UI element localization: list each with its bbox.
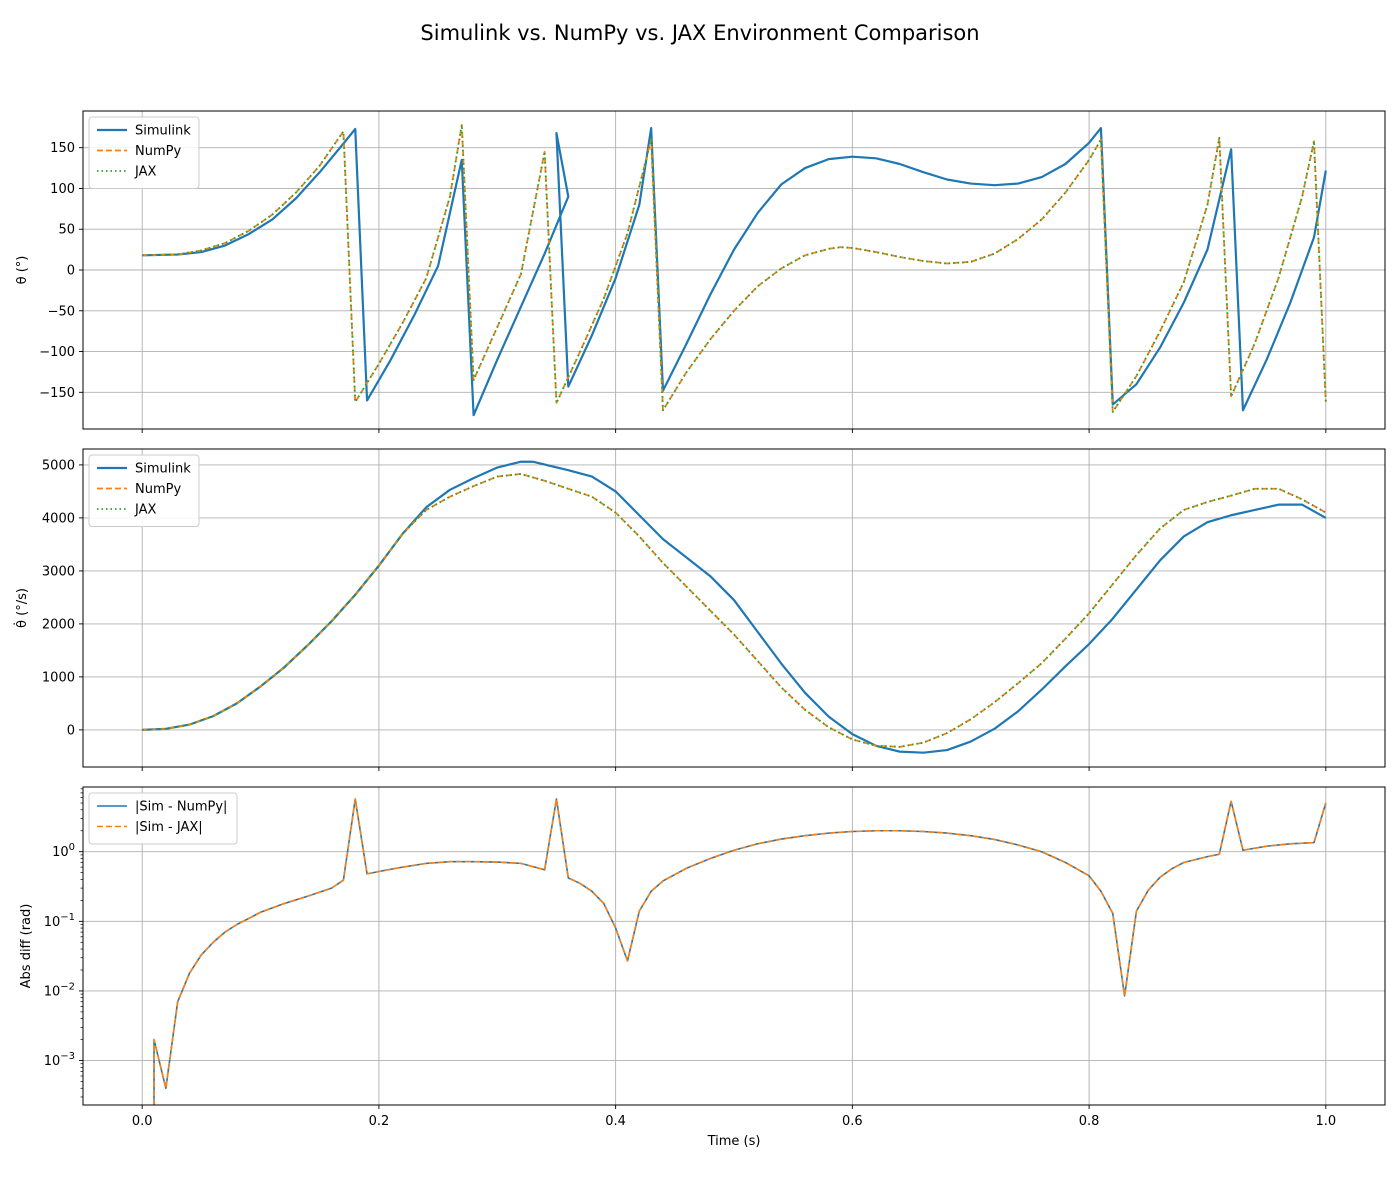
- figure-title: Simulink vs. NumPy vs. JAX Environment C…: [420, 21, 979, 45]
- legend-label: JAX: [134, 165, 156, 180]
- y-tick-label: 100: [52, 842, 75, 860]
- y-tick-label: 10−3: [44, 1051, 75, 1069]
- y-axis-label: Abs diff (rad): [19, 904, 34, 989]
- series-line-jax: [142, 123, 1327, 413]
- y-tick-label: −50: [48, 304, 75, 319]
- tick-base: 10: [44, 915, 61, 930]
- legend-label: Simulink: [135, 462, 191, 477]
- y-tick-label: 0: [67, 264, 75, 279]
- y-tick-label: 5000: [42, 458, 75, 473]
- tick-exponent: −3: [60, 1051, 75, 1062]
- legend-label: JAX: [134, 503, 156, 518]
- axes-frame: [82, 448, 1386, 768]
- y-axis-label: θ̇ (°/s): [14, 588, 30, 628]
- y-tick-label: 0: [67, 723, 75, 738]
- legend: |Sim - NumPy| |Sim - JAX|: [88, 792, 238, 845]
- y-tick-label: 150: [50, 141, 75, 156]
- x-tick-label: 0.4: [605, 1114, 626, 1129]
- axes-frame: [82, 786, 1386, 1106]
- y-tick-label: 50: [58, 223, 75, 238]
- y-tick-label: 2000: [42, 617, 75, 632]
- y-tick-label: 10−2: [44, 981, 75, 999]
- axes-panel-2: 0 1000 2000 3000 4000 5000 θ̇ (°/s) Simulink Num…: [14, 448, 1386, 771]
- y-tick-label: 3000: [42, 564, 75, 579]
- y-tick-label: −150: [39, 386, 75, 401]
- tick-base: 10: [44, 984, 61, 999]
- tick-exponent: −2: [60, 981, 75, 992]
- x-tick-label: 0.6: [842, 1114, 863, 1129]
- x-tick-label: 0.2: [369, 1114, 390, 1129]
- x-axis-label: Time (s): [707, 1134, 761, 1149]
- x-tick-label: 0.8: [1079, 1114, 1100, 1129]
- y-tick-label: 100: [50, 182, 75, 197]
- y-tick-label: 1000: [42, 670, 75, 685]
- legend-label: Simulink: [135, 124, 191, 139]
- x-tick-label: 1.0: [1315, 1114, 1336, 1129]
- tick-exponent: −1: [60, 912, 75, 923]
- y-tick-label: 4000: [42, 511, 75, 526]
- legend: Simulink NumPy JAX: [88, 454, 200, 527]
- series-line-sim-numpy: [153, 798, 1327, 1105]
- legend-label: |Sim - JAX|: [135, 820, 203, 835]
- series-line-simulink: [142, 460, 1327, 754]
- axes-panel-1: −150 −100 −50 0 50 100 150 θ (°) Simulink NumPy JA…: [15, 110, 1386, 433]
- legend-label: NumPy: [135, 482, 181, 497]
- legend-label: NumPy: [135, 144, 181, 159]
- tick-base: 10: [44, 1054, 61, 1069]
- legend: Simulink NumPy JAX: [88, 116, 200, 189]
- series-line-simulink: [142, 127, 1327, 417]
- tick-exponent: 0: [69, 842, 75, 853]
- x-tick-label: 0.0: [132, 1114, 153, 1129]
- y-axis-label: θ (°): [15, 256, 30, 285]
- y-tick-label: 10−1: [44, 912, 75, 930]
- series-line-sim-jax: [153, 798, 1327, 1105]
- series-line-numpy: [142, 473, 1327, 748]
- series-line-jax: [142, 473, 1327, 748]
- tick-base: 10: [52, 845, 69, 860]
- y-tick-label: −100: [39, 345, 75, 360]
- series-line-numpy: [142, 123, 1327, 413]
- legend-label: |Sim - NumPy|: [135, 800, 227, 815]
